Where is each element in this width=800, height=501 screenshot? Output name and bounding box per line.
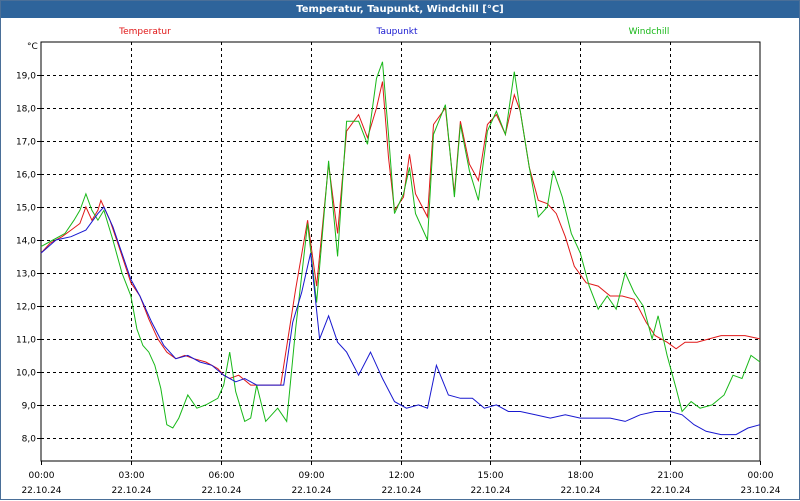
y-tick-label: 14,0 xyxy=(16,237,36,247)
x-tick-date: 22.10.24 xyxy=(21,486,61,496)
x-tick-time: 21:00 xyxy=(658,471,684,481)
y-tick-label: 16,0 xyxy=(16,171,36,181)
series-line-windchill xyxy=(40,61,761,429)
y-tick-label: 13,0 xyxy=(16,270,36,280)
x-tick-time: 12:00 xyxy=(389,471,415,481)
x-tick-time: 06:00 xyxy=(209,471,235,481)
legend-temperatur: Temperatur xyxy=(118,27,171,37)
x-tick-date: 22.10.24 xyxy=(381,486,421,496)
y-tick-label: 12,0 xyxy=(16,303,36,313)
y-tick-label: 9,0 xyxy=(22,402,37,412)
x-tick-date: 23.10.24 xyxy=(740,486,780,496)
y-tick-label: 8,0 xyxy=(22,435,37,445)
x-tick-date: 22.10.24 xyxy=(470,486,510,496)
x-tick-date: 22.10.24 xyxy=(201,486,241,496)
series-line-temperatur xyxy=(40,81,761,386)
y-tick-label: 17,0 xyxy=(16,138,36,148)
x-tick-date: 22.10.24 xyxy=(111,486,151,496)
series-line-taupunkt xyxy=(40,206,761,436)
chart-title: Temperatur, Taupunkt, Windchill [°C] xyxy=(1,1,799,18)
y-tick-label: 19,0 xyxy=(16,72,36,82)
x-tick-date: 22.10.24 xyxy=(291,486,331,496)
y-tick-label: 11,0 xyxy=(16,336,36,346)
x-tick-time: 00:00 xyxy=(29,471,55,481)
legend-taupunkt: Taupunkt xyxy=(375,27,418,37)
x-tick-date: 22.10.24 xyxy=(650,486,690,496)
x-tick-time: 03:00 xyxy=(119,471,145,481)
y-axis-label: °C xyxy=(27,42,38,52)
x-tick-time: 15:00 xyxy=(478,471,504,481)
y-tick-label: 15,0 xyxy=(16,204,36,214)
legend-windchill: Windchill xyxy=(629,27,670,37)
y-tick-label: 10,0 xyxy=(16,369,36,379)
x-tick-time: 00:00 xyxy=(748,471,774,481)
x-tick-date: 22.10.24 xyxy=(560,486,600,496)
y-tick-label: 18,0 xyxy=(16,105,36,115)
plot-area xyxy=(40,41,761,462)
x-tick-time: 09:00 xyxy=(299,471,325,481)
x-tick-time: 18:00 xyxy=(568,471,594,481)
